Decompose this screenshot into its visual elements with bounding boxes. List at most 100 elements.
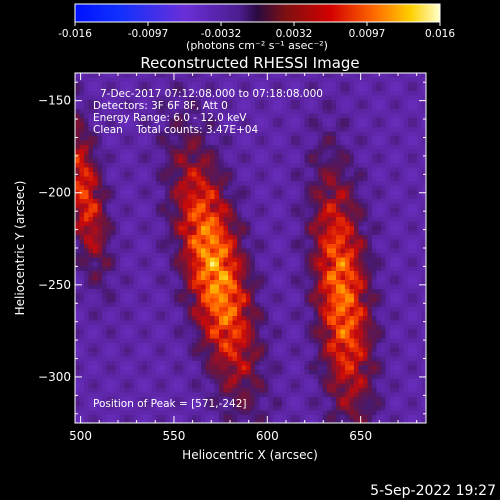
- heatmap-pixel: [313, 239, 319, 245]
- heatmap-pixel: [318, 86, 323, 92]
- heatmap-pixel: [151, 73, 157, 78]
- heatmap-pixel: [88, 334, 94, 339]
- heatmap-pixel: [174, 257, 179, 263]
- heatmap-pixel: [88, 203, 94, 209]
- heatmap-pixel: [381, 262, 386, 267]
- heatmap-pixel: [349, 230, 355, 236]
- heatmap-pixel: [313, 127, 319, 132]
- heatmap-pixel: [210, 86, 215, 92]
- heatmap-pixel: [187, 293, 193, 299]
- heatmap-pixel: [93, 217, 98, 222]
- heatmap-pixel: [124, 181, 130, 186]
- heatmap-pixel: [403, 343, 409, 348]
- heatmap-pixel: [120, 73, 125, 78]
- heatmap-pixel: [178, 136, 184, 141]
- heatmap-pixel: [120, 100, 125, 105]
- heatmap-pixel: [232, 140, 238, 146]
- heatmap-pixel: [75, 329, 80, 335]
- heatmap-pixel: [241, 289, 247, 294]
- heatmap-pixel: [264, 271, 269, 276]
- heatmap-pixel: [84, 163, 89, 168]
- heatmap-pixel: [151, 262, 157, 267]
- heatmap-pixel: [313, 113, 319, 119]
- heatmap-pixel: [106, 262, 112, 267]
- heatmap-pixel: [345, 176, 350, 182]
- heatmap-pixel: [142, 104, 148, 110]
- heatmap-pixel: [93, 163, 98, 168]
- heatmap-pixel: [295, 158, 301, 164]
- heatmap-pixel: [223, 253, 229, 258]
- heatmap-pixel: [408, 325, 413, 330]
- heatmap-pixel: [246, 266, 251, 272]
- heatmap-pixel: [165, 316, 170, 321]
- heatmap-pixel: [394, 154, 400, 159]
- heatmap-pixel: [349, 338, 355, 344]
- heatmap-pixel: [367, 100, 373, 105]
- heatmap-pixel: [205, 293, 211, 299]
- heatmap-pixel: [210, 118, 215, 123]
- heatmap-pixel: [273, 145, 278, 150]
- heatmap-pixel: [336, 325, 341, 330]
- heatmap-pixel: [219, 118, 224, 123]
- heatmap-pixel: [129, 73, 134, 78]
- heatmap-pixel: [354, 194, 359, 200]
- heatmap-pixel: [120, 343, 125, 348]
- heatmap-pixel: [277, 356, 283, 362]
- heatmap-pixel: [246, 275, 251, 281]
- heatmap-pixel: [210, 113, 215, 119]
- heatmap-pixel: [75, 122, 80, 128]
- heatmap-pixel: [241, 167, 247, 173]
- heatmap-pixel: [147, 275, 152, 281]
- heatmap-pixel: [88, 73, 94, 78]
- heatmap-pixel: [169, 217, 175, 222]
- heatmap-pixel: [273, 262, 278, 267]
- heatmap-pixel: [183, 338, 188, 344]
- heatmap-pixel: [210, 284, 215, 290]
- heatmap-pixel: [214, 262, 220, 267]
- heatmap-pixel: [178, 302, 184, 308]
- heatmap-pixel: [241, 343, 247, 348]
- heatmap-pixel: [291, 131, 296, 137]
- heatmap-pixel: [408, 95, 413, 101]
- heatmap-pixel: [300, 266, 305, 272]
- heatmap-pixel: [183, 140, 188, 146]
- heatmap-pixel: [327, 185, 332, 191]
- heatmap-pixel: [192, 82, 197, 87]
- heatmap-pixel: [214, 307, 220, 312]
- heatmap-pixel: [259, 82, 265, 87]
- heatmap-pixel: [102, 163, 107, 168]
- heatmap-pixel: [79, 320, 85, 326]
- heatmap-pixel: [115, 176, 121, 182]
- heatmap-pixel: [367, 262, 373, 267]
- heatmap-pixel: [367, 284, 373, 290]
- heatmap-pixel: [421, 167, 426, 173]
- heatmap-pixel: [327, 271, 332, 276]
- heatmap-pixel: [75, 226, 80, 231]
- heatmap-pixel: [75, 284, 80, 290]
- heatmap-pixel: [160, 73, 166, 78]
- heatmap-pixel: [237, 131, 242, 137]
- heatmap-pixel: [138, 253, 143, 258]
- heatmap-pixel: [88, 190, 94, 195]
- heatmap-pixel: [408, 302, 413, 308]
- heatmap-pixel: [327, 208, 332, 213]
- heatmap-pixel: [147, 212, 152, 218]
- heatmap-pixel: [147, 122, 152, 128]
- heatmap-pixel: [376, 172, 382, 177]
- heatmap-pixel: [228, 221, 233, 227]
- heatmap-pixel: [417, 235, 422, 240]
- heatmap-pixel: [322, 86, 328, 92]
- heatmap-pixel: [111, 320, 116, 326]
- heatmap-pixel: [273, 311, 278, 317]
- heatmap-pixel: [196, 262, 202, 267]
- heatmap-pixel: [93, 91, 98, 96]
- heatmap-pixel: [169, 185, 175, 191]
- heatmap-pixel: [138, 154, 143, 159]
- heatmap-pixel: [183, 190, 188, 195]
- heatmap-pixel: [408, 262, 413, 267]
- heatmap-pixel: [129, 293, 134, 299]
- heatmap-pixel: [264, 289, 269, 294]
- heatmap-pixel: [174, 203, 179, 209]
- heatmap-pixel: [106, 86, 112, 92]
- heatmap-pixel: [120, 172, 125, 177]
